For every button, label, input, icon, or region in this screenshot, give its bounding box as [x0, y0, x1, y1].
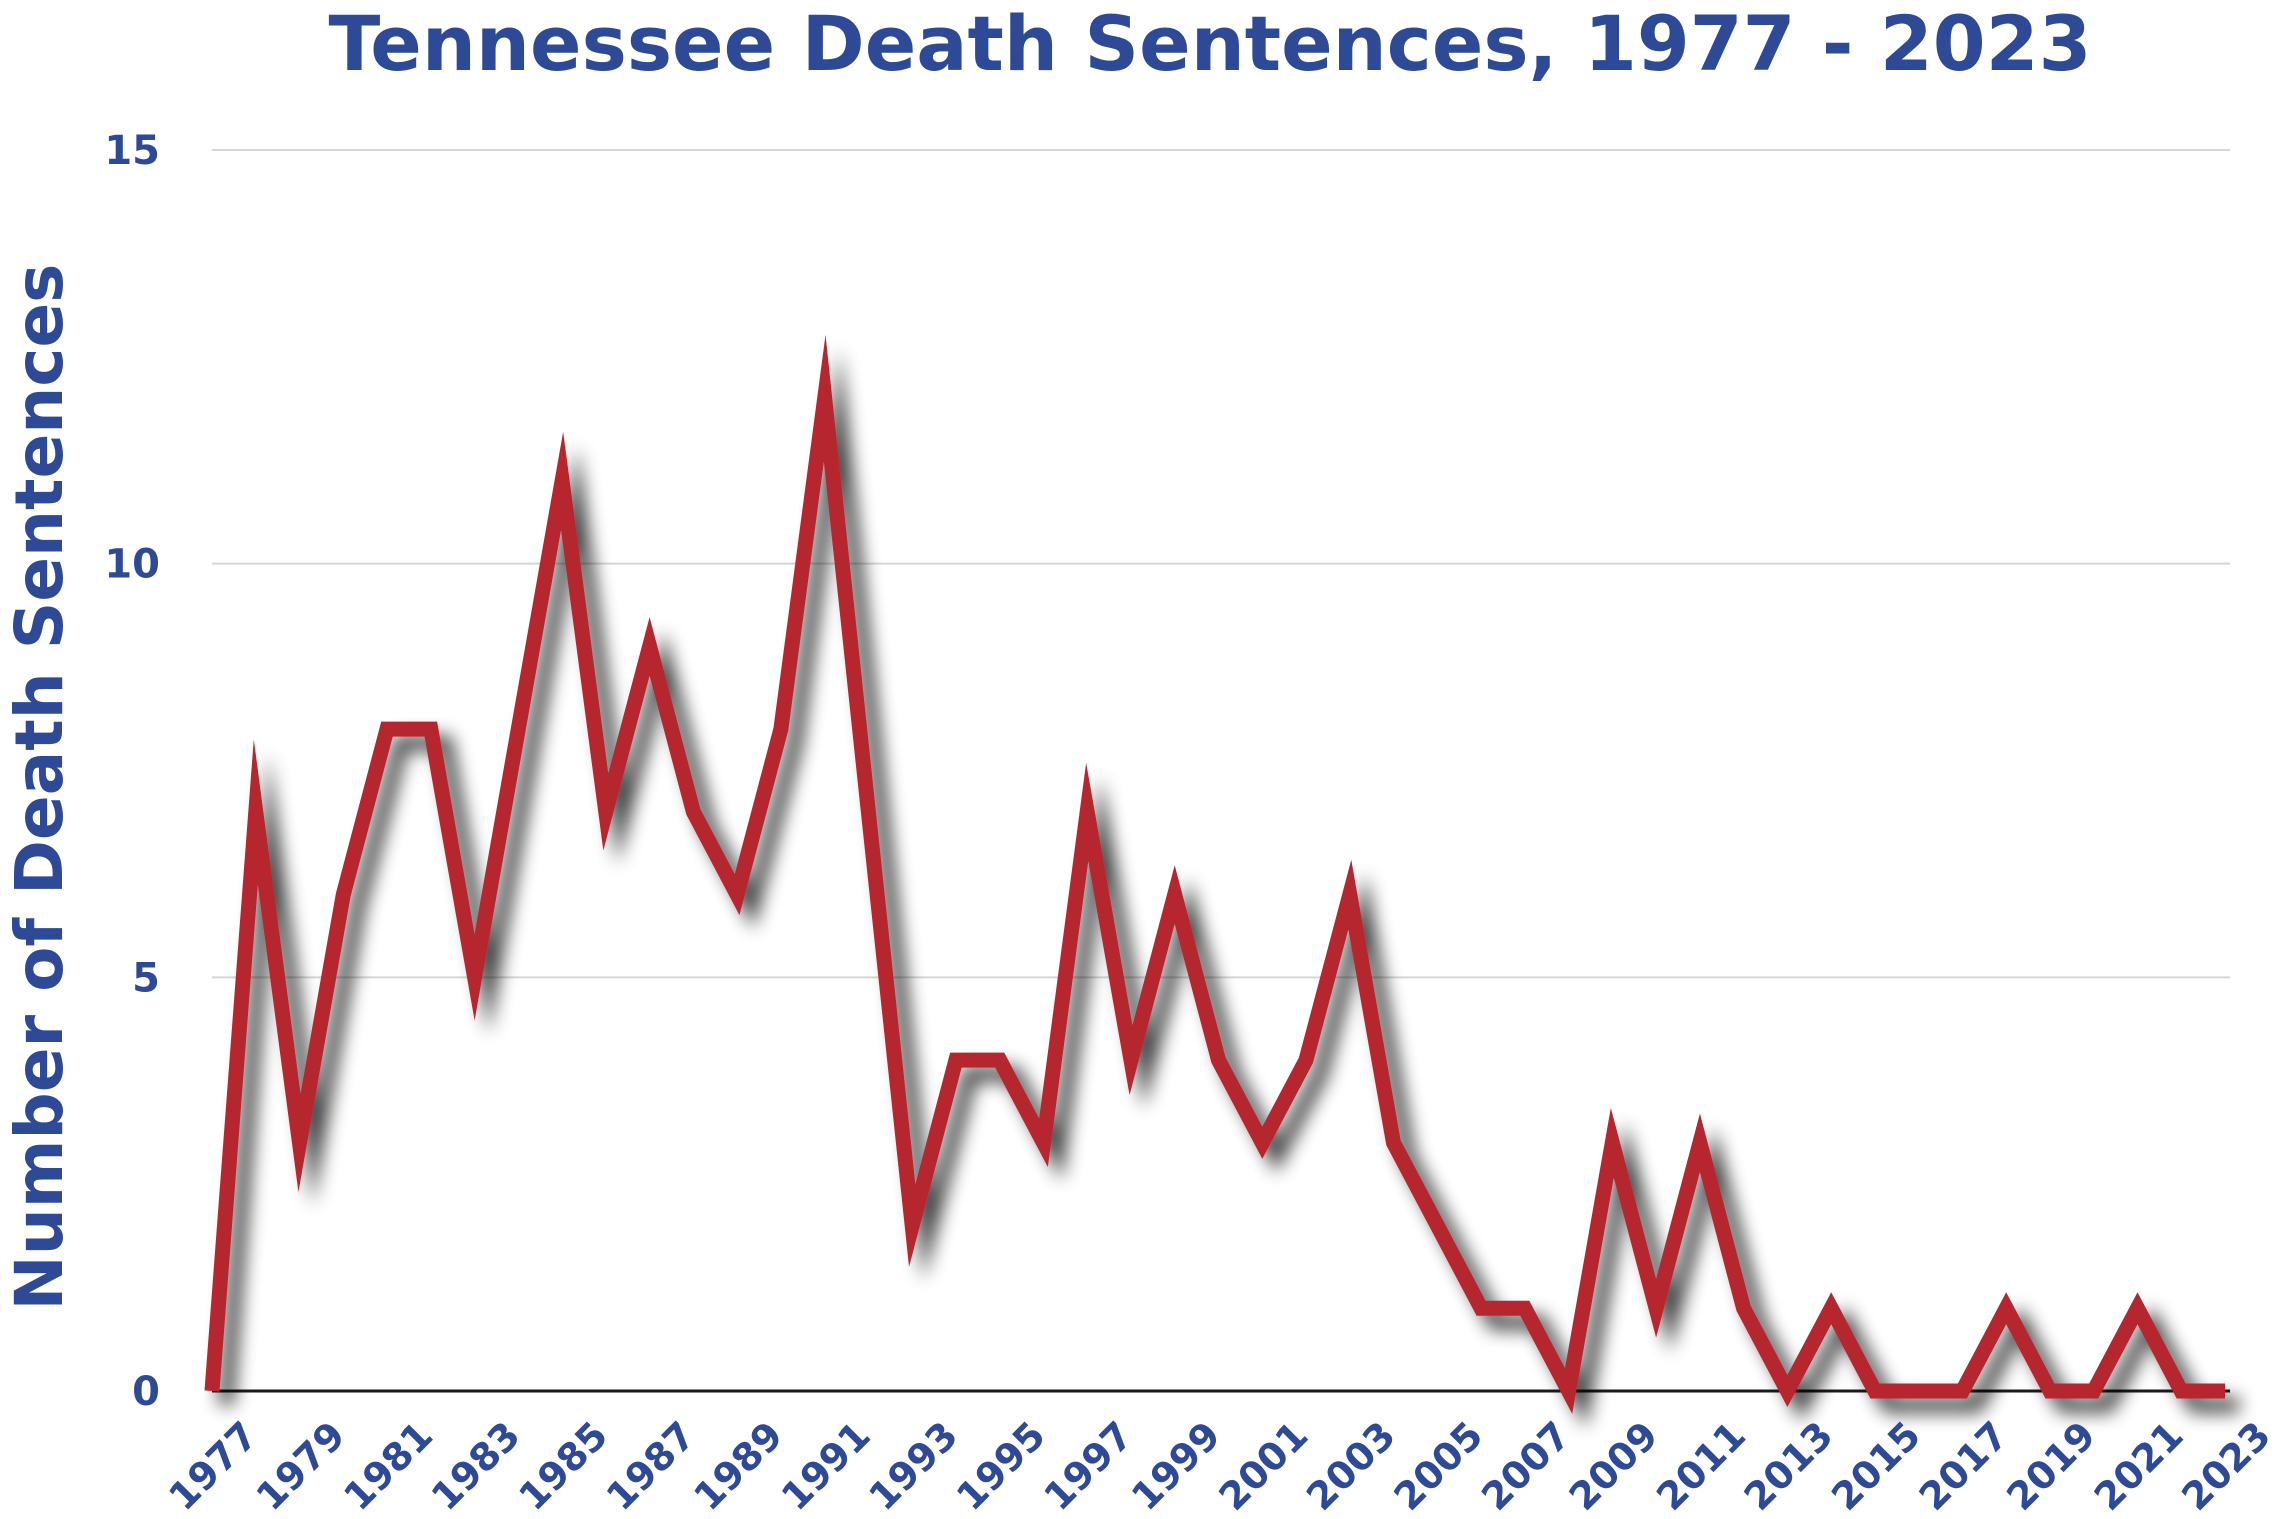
data-point [386, 728, 388, 730]
data-point [1961, 1390, 1963, 1392]
data-point [1743, 1307, 1745, 1309]
data-point [517, 728, 519, 730]
data-point [1043, 1142, 1045, 1144]
data-point [2049, 1390, 2051, 1392]
data-point [1874, 1390, 1876, 1392]
data-point [1655, 1307, 1657, 1309]
x-tick-label: 1999 [1123, 1413, 1229, 1519]
y-tick-label: 0 [132, 1369, 160, 1415]
x-tick-label: 1979 [248, 1413, 354, 1519]
data-point [2180, 1390, 2182, 1392]
data-point [1524, 1307, 1526, 1309]
x-tick-label: 2015 [1823, 1413, 1929, 1519]
data-point [430, 728, 432, 730]
x-tick-labels: 1977197919811983198519871989199119931995… [160, 1413, 2279, 1519]
x-tick-label: 1983 [423, 1413, 529, 1519]
x-tick-label: 1977 [160, 1413, 266, 1519]
data-point [255, 811, 257, 813]
data-point [2224, 1390, 2226, 1392]
y-axis-label: Number of Death Sentences [1, 264, 78, 1311]
data-point [1086, 811, 1088, 813]
data-point [824, 397, 826, 399]
data-point [1130, 1059, 1132, 1061]
data-point [211, 1390, 213, 1392]
x-tick-label: 1985 [510, 1413, 616, 1519]
series-layer [204, 334, 2226, 1414]
x-tick-label: 1995 [948, 1413, 1054, 1519]
data-point [342, 894, 344, 896]
data-point [1918, 1390, 1920, 1392]
y-tick-labels: 0 5 10 15 [104, 128, 160, 1415]
data-point [911, 1225, 913, 1227]
data-point [999, 1059, 1001, 1061]
data-point [1349, 894, 1351, 896]
data-point [692, 811, 694, 813]
data-point [649, 645, 651, 647]
data-point [867, 811, 869, 813]
data-point [1699, 1142, 1701, 1144]
x-tick-label: 2001 [1211, 1413, 1317, 1519]
data-point [955, 1059, 957, 1061]
data-point [1305, 1059, 1307, 1061]
data-point [1480, 1307, 1482, 1309]
y-tick-label: 5 [132, 955, 160, 1001]
data-point [780, 728, 782, 730]
x-tick-label: 2013 [1736, 1413, 1842, 1519]
x-tick-label: 2011 [1648, 1413, 1754, 1519]
data-point [561, 480, 563, 482]
data-point [2137, 1307, 2139, 1309]
x-tick-label: 2003 [1298, 1413, 1404, 1519]
data-point [1261, 1142, 1263, 1144]
x-tick-label: 1997 [1035, 1413, 1141, 1519]
x-tick-label: 2023 [2173, 1413, 2279, 1519]
x-tick-label: 2017 [1911, 1413, 2017, 1519]
x-tick-label: 2009 [1561, 1413, 1667, 1519]
data-point [1611, 1142, 1613, 1144]
data-point [2005, 1307, 2007, 1309]
data-point [1174, 894, 1176, 896]
y-tick-label: 15 [104, 128, 160, 174]
data-point [1568, 1390, 1570, 1392]
x-tick-label: 1981 [335, 1413, 441, 1519]
x-tick-label: 2007 [1473, 1413, 1579, 1519]
series-line [204, 334, 2225, 1414]
data-point [1218, 1059, 1220, 1061]
data-point [1830, 1307, 1832, 1309]
data-point [1786, 1390, 1788, 1392]
data-point [1436, 1225, 1438, 1227]
x-tick-label: 1989 [685, 1413, 791, 1519]
x-tick-label: 2005 [1386, 1413, 1492, 1519]
data-point [736, 894, 738, 896]
data-point [605, 811, 607, 813]
data-point [2093, 1390, 2095, 1392]
data-point [474, 976, 476, 978]
data-point [1393, 1142, 1395, 1144]
data-point [299, 1142, 301, 1144]
y-tick-label: 10 [104, 542, 160, 588]
x-tick-label: 1993 [860, 1413, 966, 1519]
chart-title: Tennessee Death Sentences, 1977 - 2023 [329, 0, 2092, 88]
x-tick-label: 1991 [773, 1413, 879, 1519]
x-tick-label: 2021 [2086, 1413, 2192, 1519]
grid-lines [212, 149, 2230, 979]
x-tick-label: 1987 [598, 1413, 704, 1519]
x-tick-label: 2019 [1998, 1413, 2104, 1519]
